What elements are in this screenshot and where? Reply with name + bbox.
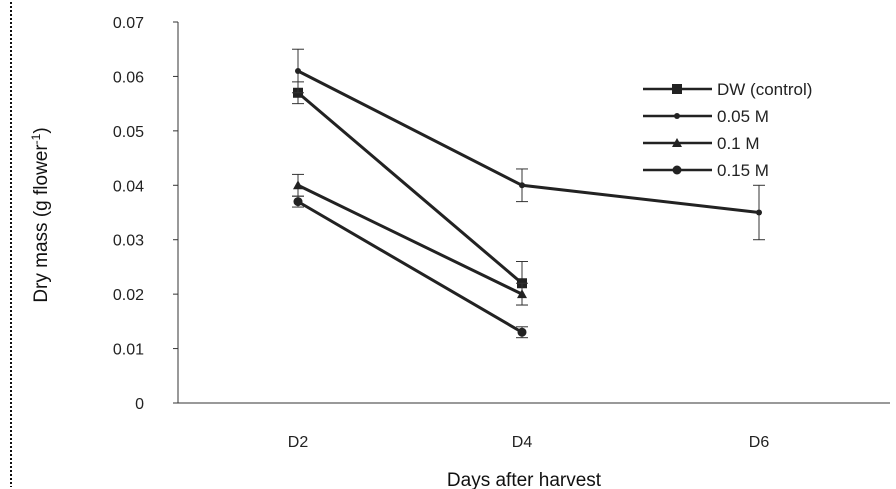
y-axis-title-main: Dry mass (g flower (31, 144, 52, 303)
data-point (756, 209, 762, 216)
x-axis-title: Days after harvest (447, 470, 602, 489)
y-tick-label: 0.06 (113, 69, 144, 86)
y-tick-label: 0.05 (113, 124, 144, 141)
y-tick-label: 0.07 (113, 15, 144, 32)
legend-item: 0.15 M (643, 161, 769, 180)
y-axis-title: Dry mass (g flower-1) (29, 127, 52, 302)
legend-label: 0.15 M (717, 161, 769, 180)
legend-item: 0.05 M (643, 107, 769, 126)
y-tick-labels: 0 0.01 0.02 0.03 0.04 0.05 0.06 0.07 (113, 15, 178, 413)
legend-label: DW (control) (717, 80, 812, 99)
axes (177, 22, 890, 404)
y-axis-title-close: ) (31, 127, 52, 133)
series-1 (292, 81, 528, 306)
series-line (297, 69, 760, 214)
data-point (293, 197, 303, 207)
legend-marker (674, 113, 680, 119)
series-line (297, 91, 523, 285)
y-tick-label: 0.01 (113, 342, 144, 359)
y-axis-title-superscript: -1 (29, 133, 43, 144)
data-point (517, 289, 527, 299)
legend-marker (672, 165, 682, 175)
data-point (295, 67, 301, 74)
legend-label: 0.1 M (717, 134, 760, 153)
y-tick-label: 0.03 (113, 233, 144, 250)
data-point (293, 180, 303, 190)
series-4 (292, 195, 528, 339)
x-tick-label: D2 (288, 434, 309, 451)
x-tick-labels: D2 D4 D6 (288, 434, 770, 451)
series-line (297, 200, 523, 334)
legend-item: 0.1 M (643, 134, 760, 153)
legend-marker (672, 84, 682, 94)
series-layer (292, 48, 765, 339)
data-point (519, 182, 525, 189)
legend-label: 0.05 M (717, 107, 769, 126)
y-tick-label: 0.04 (113, 178, 144, 195)
series-2 (292, 48, 765, 241)
legend: DW (control) 0.05 M 0.1 M 0.15 M (643, 80, 812, 180)
y-tick-label: 0.02 (113, 287, 144, 304)
legend-marker (672, 138, 682, 147)
series-3 (292, 173, 528, 306)
series-line (297, 183, 523, 296)
x-tick-label: D4 (512, 434, 533, 451)
y-tick-label: 0 (135, 396, 144, 413)
legend-item: DW (control) (643, 80, 812, 99)
data-point (517, 327, 527, 337)
x-tick-label: D6 (749, 434, 770, 451)
